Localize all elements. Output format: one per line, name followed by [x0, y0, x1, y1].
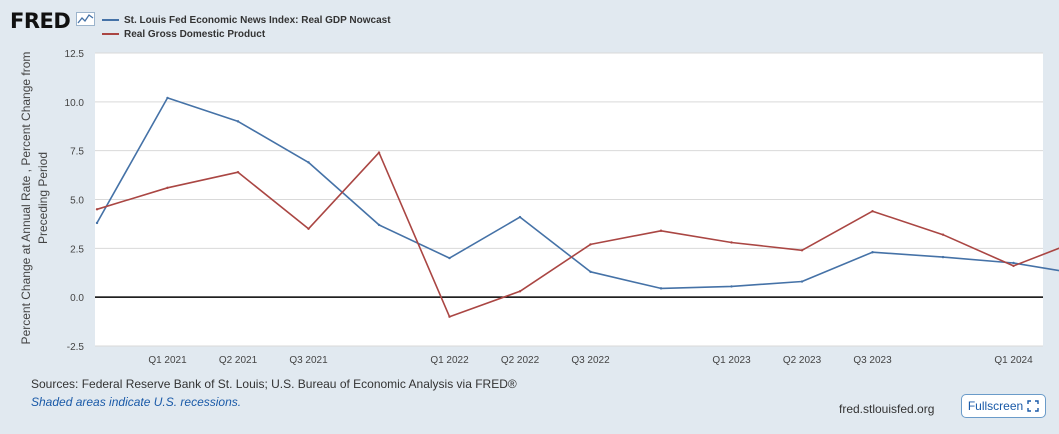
x-tick-label: Q1 2023: [712, 355, 751, 366]
series-1-point: [307, 161, 310, 164]
series-1-point: [518, 215, 522, 219]
series-line-2: [96, 151, 1059, 318]
expand-icon: [1027, 400, 1039, 412]
series-1-point: [166, 96, 169, 100]
site-link[interactable]: fred.stlouisfed.org: [839, 402, 935, 416]
line-chart-icon: [76, 12, 95, 26]
legend-label: Real Gross Domestic Product: [124, 29, 266, 40]
series-1-point: [236, 120, 240, 123]
series-2-point: [95, 208, 99, 211]
series-1-point: [1012, 261, 1015, 265]
x-tick-label: Q3 2022: [571, 355, 610, 366]
y-tick-label: 2.5: [70, 244, 84, 255]
series-2-point: [659, 229, 663, 232]
x-tick-label: Q2 2021: [219, 355, 258, 366]
x-tick-label: Q2 2022: [501, 355, 540, 366]
series-2-point: [800, 249, 804, 252]
recession-note: Shaded areas indicate U.S. recessions.: [31, 395, 242, 409]
series-1-point: [871, 251, 874, 254]
y-tick-label: 5.0: [70, 196, 84, 207]
sources-text: Sources: Federal Reserve Bank of St. Lou…: [31, 377, 517, 391]
legend-item-1[interactable]: St. Louis Fed Economic News Index: Real …: [102, 15, 391, 26]
series-2-point: [730, 241, 733, 244]
y-tick-label: 10.0: [65, 98, 85, 109]
legend-swatch: [102, 33, 119, 36]
legend-item-2[interactable]: Real Gross Domestic Product: [102, 29, 265, 40]
series-1-point: [730, 285, 733, 288]
x-tick-label: Q2 2023: [783, 355, 822, 366]
series-2-point: [307, 227, 310, 230]
fred-logo[interactable]: FRED: [10, 9, 71, 33]
series-2-point: [377, 151, 381, 154]
series-1-point: [95, 221, 99, 225]
series-2-point: [871, 210, 874, 213]
y-tick-label: 7.5: [70, 147, 84, 158]
series-1-point: [448, 256, 451, 260]
x-tick-label: Q1 2024: [994, 355, 1033, 366]
series-2-point: [166, 186, 169, 189]
series-1-point: [941, 255, 945, 259]
x-tick-label: Q1 2022: [430, 355, 469, 366]
y-tick-label: 0.0: [70, 293, 84, 304]
legend-label: St. Louis Fed Economic News Index: Real …: [124, 15, 391, 26]
x-tick-label: Q1 2021: [148, 355, 187, 366]
series-1-point: [377, 223, 381, 227]
x-tick-label: Q3 2021: [289, 355, 328, 366]
series-1-point: [659, 287, 663, 290]
series-2-point: [1012, 264, 1015, 268]
series-2-point: [448, 315, 451, 318]
y-tick-label: 12.5: [65, 49, 85, 60]
series-2-point: [236, 170, 240, 174]
fullscreen-button[interactable]: Fullscreen: [961, 394, 1046, 418]
legend-swatch: [102, 19, 119, 22]
y-tick-label: -2.5: [67, 342, 85, 353]
x-tick-label: Q3 2023: [853, 355, 892, 366]
series-2-point: [518, 290, 522, 293]
series-1-point: [589, 270, 592, 273]
series-2-point: [589, 243, 592, 246]
series-1-point: [800, 280, 804, 283]
fullscreen-label: Fullscreen: [967, 399, 1024, 413]
series-2-point: [941, 233, 945, 236]
